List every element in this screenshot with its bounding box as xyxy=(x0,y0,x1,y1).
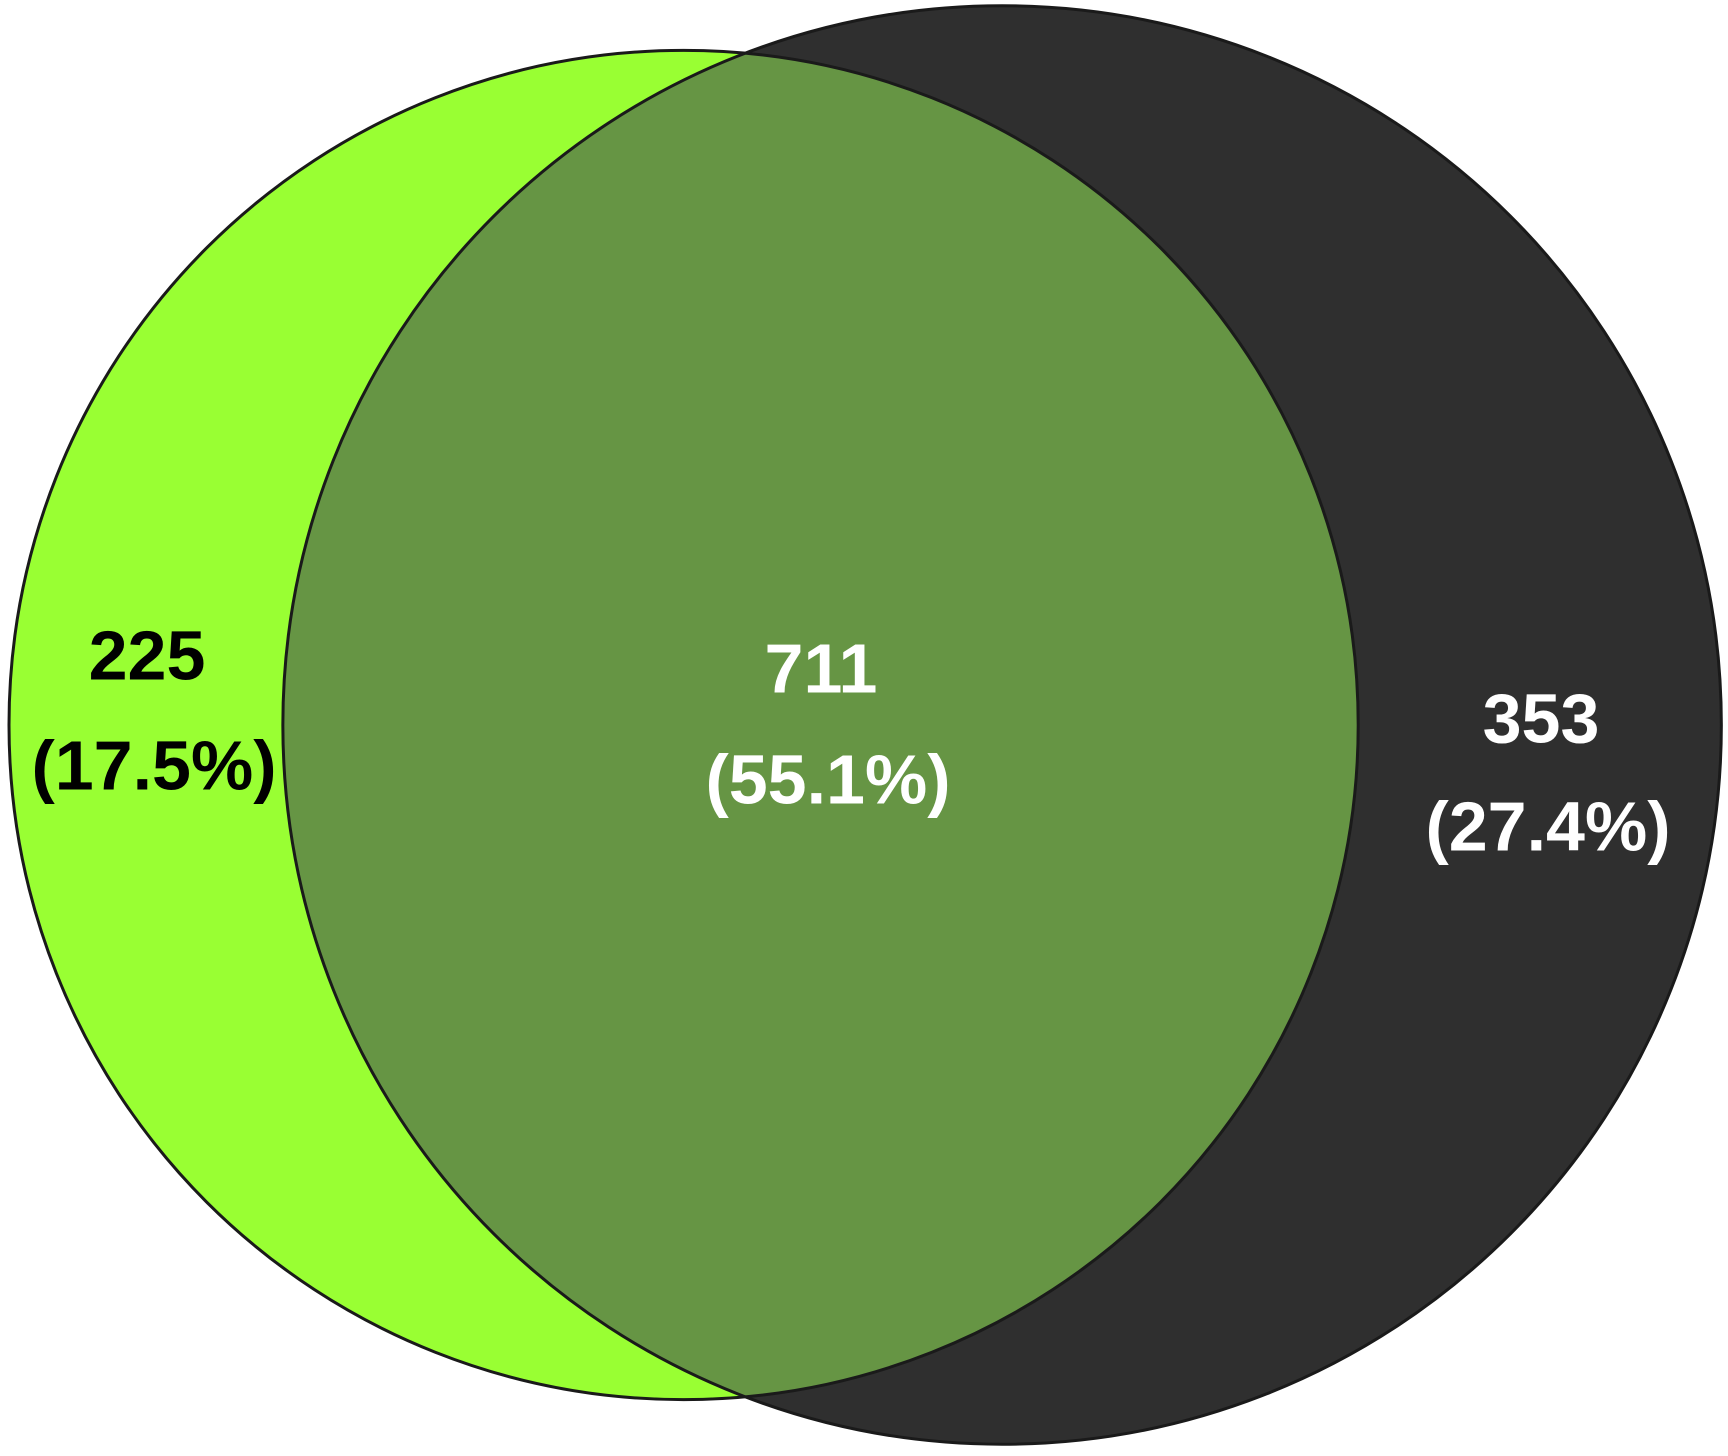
outline xyxy=(7,48,1360,1402)
count-label: 225 xyxy=(89,616,206,694)
percent-label: (55.1%) xyxy=(705,740,950,818)
percent-label: (27.4%) xyxy=(1425,787,1670,865)
count-label: 711 xyxy=(765,629,878,707)
percent-label: (17.5%) xyxy=(31,726,276,804)
count-label: 353 xyxy=(1483,679,1600,757)
outline xyxy=(281,4,1723,1446)
